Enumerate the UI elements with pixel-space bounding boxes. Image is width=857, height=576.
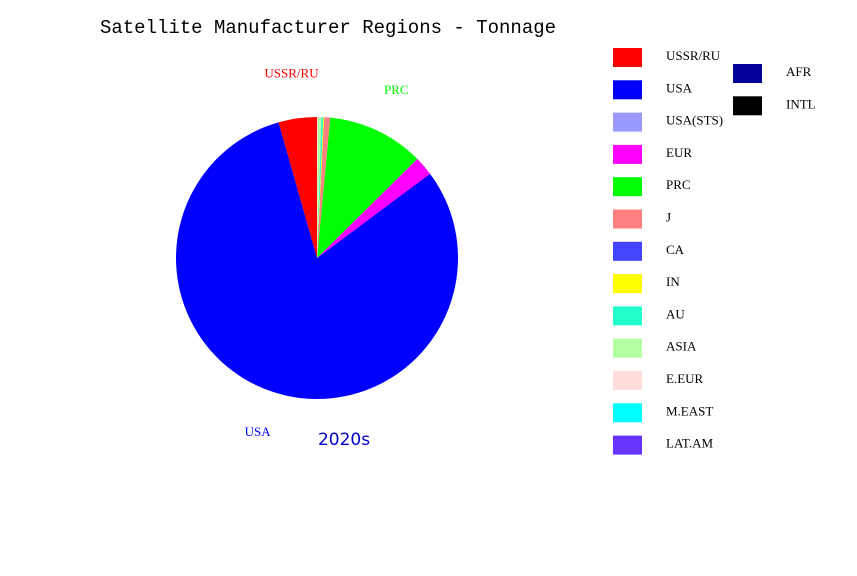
pie-slice [317,117,318,258]
legend-label: AU [666,306,685,321]
pie-slice [317,117,325,258]
legend-swatch [613,306,642,326]
pie-slice [278,117,317,258]
legend-label: USSR/RU [666,48,721,63]
chart-subtitle: 2020s [318,430,370,450]
legend-label: INTL [786,96,816,111]
legend-label: ASIA [666,339,697,354]
legend-swatch [613,274,642,294]
legend-swatch [613,112,642,132]
pie-slice [317,117,322,259]
pie-slice [317,117,324,258]
legend-swatch [613,338,642,358]
slice-label: USSR/RU [264,66,319,81]
pie-slice [175,122,458,400]
legend-label: M.EAST [666,403,713,418]
pie-slice [317,158,431,258]
legend-swatch [613,80,642,100]
legend-swatch [613,403,642,423]
legend-swatch [613,144,642,164]
legend-label: EUR [666,145,692,160]
legend-swatch [733,64,762,83]
legend-swatch [613,209,642,229]
legend-label: E.EUR [666,371,704,386]
pie-slice [317,117,331,258]
legend-label: USA [666,80,693,95]
slice-label: USA [245,424,272,439]
legend-label: AFR [786,64,812,79]
legend-swatch [733,96,762,116]
legend-label: USA(STS) [666,113,723,128]
chart-title: Satellite Manufacturer Regions - Tonnage [100,17,556,39]
legend-swatch [613,48,642,67]
pie-slice [317,117,418,258]
legend-label: LAT.AM [666,436,714,451]
legend-swatch [613,241,642,261]
legend-swatch [613,371,642,390]
legend-swatch [613,177,642,197]
legend-label: IN [666,274,680,289]
legend-label: J [666,209,671,224]
legend-label: PRC [666,177,691,192]
slice-label: PRC [384,82,409,97]
legend-swatch [613,435,642,455]
legend-label: CA [666,242,685,257]
